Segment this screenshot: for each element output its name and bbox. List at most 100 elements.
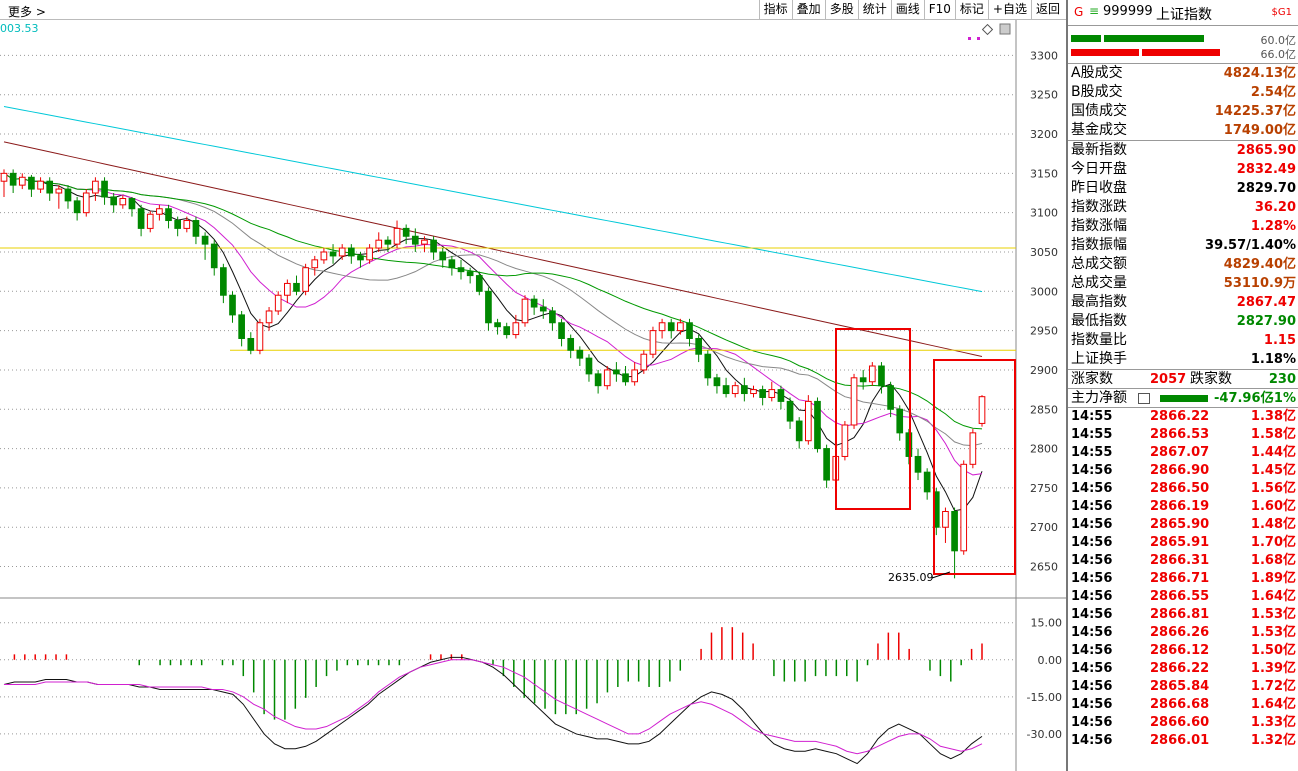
stat-row: A股成交 4824.13亿 <box>1068 64 1298 83</box>
tick-row: 14:56 2866.12 1.50亿 <box>1068 642 1298 660</box>
candle-body <box>494 322 501 328</box>
candle-body <box>0 172 8 182</box>
candle-body <box>238 314 245 339</box>
candle-body <box>905 432 913 457</box>
stat-label: 今日开盘 <box>1071 161 1127 177</box>
candle-body <box>658 322 666 332</box>
tick-amount: 1.64亿 <box>1250 589 1296 604</box>
toolbar-button-3[interactable]: 统计 <box>857 0 891 20</box>
candle-body <box>448 259 456 269</box>
stat-row: 指数量比 1.15 <box>1068 331 1298 350</box>
price-tick-label: 2750 <box>1030 482 1058 495</box>
candle-body <box>284 282 291 296</box>
tick-time: 14:56 <box>1071 499 1113 514</box>
toolbar-button-2[interactable]: 多股 <box>824 0 858 20</box>
tick-price: 2866.26 <box>1150 625 1210 640</box>
toolbar-button-5[interactable]: F10 <box>923 0 955 20</box>
sell-bar-row: 66.0亿 <box>1068 45 1298 61</box>
tick-price: 2866.81 <box>1150 607 1210 622</box>
stat-value: 36.20 <box>1254 200 1296 215</box>
tick-list[interactable]: 14:55 2866.22 1.38亿 14:55 2866.53 1.58亿 14:55 2… <box>1068 408 1298 750</box>
toolbar-button-4[interactable]: 画线 <box>890 0 924 20</box>
candle-body <box>978 396 986 424</box>
candle-body <box>631 369 639 383</box>
toolbar-button-7[interactable]: +自选 <box>987 0 1031 20</box>
index-stats-section: 最新指数 2865.90 今日开盘 2832.49 昨日收盘 2829.70 指数涨跌 36.… <box>1068 141 1298 370</box>
candle-body <box>64 188 72 202</box>
candle-body <box>850 377 858 426</box>
candle-body <box>585 357 593 375</box>
marker-dot <box>977 37 980 40</box>
stat-row: B股成交 2.54亿 <box>1068 83 1298 102</box>
tick-time: 14:56 <box>1071 517 1113 532</box>
stat-value: 39.57/1.40% <box>1205 238 1296 253</box>
macd-dif-line <box>3 656 983 765</box>
candle-body <box>274 294 282 312</box>
g-icon[interactable]: G <box>1074 5 1084 19</box>
candle-body <box>622 373 629 383</box>
candle-body <box>695 337 702 355</box>
toolbar-button-6[interactable]: 标记 <box>954 0 988 20</box>
tick-row: 14:55 2866.22 1.38亿 <box>1068 408 1298 426</box>
stat-value: 4824.13亿 <box>1223 66 1296 81</box>
candle-body <box>220 267 227 296</box>
main-net-label: 主力净额 <box>1071 390 1127 406</box>
tick-amount: 1.32亿 <box>1250 733 1296 748</box>
list-icon[interactable] <box>1138 393 1150 404</box>
sell-bar-value: 66.0亿 <box>1260 48 1297 61</box>
kline-chart-area[interactable]: 更多 > 指标 叠加 多股 统计 画线 F10 标记 +自选 返回 003.53 3300 325… <box>0 0 1066 771</box>
macd-tick-label: -15.00 <box>1027 691 1062 704</box>
tick-price: 2867.07 <box>1150 445 1210 460</box>
index-name: 上证指数 <box>1156 7 1212 23</box>
tick-row: 14:56 2866.71 1.89亿 <box>1068 570 1298 588</box>
candle-body <box>795 420 803 442</box>
tick-time: 14:56 <box>1071 571 1113 586</box>
toolbar-button-8[interactable]: 返回 <box>1030 0 1064 20</box>
advance-decline-row: 涨家数 2057 跌家数 230 <box>1068 370 1298 389</box>
more-menu-button[interactable]: 更多 > <box>8 5 46 19</box>
candle-body <box>731 385 739 395</box>
buy-bar-row: 60.0亿 <box>1068 31 1298 47</box>
tick-amount: 1.60亿 <box>1250 499 1296 514</box>
stat-value: 1749.00亿 <box>1223 123 1296 138</box>
candle-body <box>859 377 867 383</box>
kline-svg[interactable]: 3300 3250 3200 3150 3100 3050 3000 2950 2900 2850… <box>0 0 1066 771</box>
tick-time: 14:56 <box>1071 463 1113 478</box>
tick-amount: 1.64亿 <box>1250 697 1296 712</box>
candle-body <box>457 267 465 273</box>
candle-body <box>156 208 163 215</box>
tick-amount: 1.33亿 <box>1250 715 1296 730</box>
toolbar-button-1[interactable]: 叠加 <box>791 0 825 20</box>
tick-time: 14:55 <box>1071 445 1113 460</box>
candle-body <box>951 510 958 552</box>
tick-price: 2866.68 <box>1150 697 1210 712</box>
menu-icon[interactable]: ≡ <box>1089 4 1100 18</box>
stat-label: B股成交 <box>1071 84 1123 100</box>
candle-body <box>430 239 437 253</box>
tick-price: 2866.90 <box>1150 463 1210 478</box>
tick-price: 2866.53 <box>1150 427 1210 442</box>
tick-amount: 1.38亿 <box>1250 409 1296 424</box>
stat-label: 指数涨跌 <box>1071 199 1127 215</box>
macd-dea-line <box>4 659 983 755</box>
candle-body <box>868 365 876 383</box>
candle-body <box>28 176 35 190</box>
tick-price: 2866.22 <box>1150 661 1210 676</box>
candle-body <box>375 239 383 249</box>
stat-row: 今日开盘 2832.49 <box>1068 160 1298 179</box>
tick-row: 14:56 2866.90 1.45亿 <box>1068 462 1298 480</box>
candle-body <box>393 227 401 245</box>
candle-body <box>640 353 648 371</box>
candle-body <box>713 377 721 387</box>
stat-label: 昨日收盘 <box>1071 180 1127 196</box>
stat-value: 1.28% <box>1250 219 1296 234</box>
toolbar-button-0[interactable]: 指标 <box>758 0 792 20</box>
candle-body <box>210 243 218 269</box>
tick-amount: 1.48亿 <box>1250 517 1296 532</box>
stat-label: 总成交量 <box>1071 275 1127 291</box>
candle-body <box>311 259 319 269</box>
highlight-box-2 <box>933 359 1016 575</box>
tick-time: 14:56 <box>1071 481 1113 496</box>
stat-row: 上证换手 1.18% <box>1068 350 1298 369</box>
stat-value: 53110.9万 <box>1223 276 1296 291</box>
